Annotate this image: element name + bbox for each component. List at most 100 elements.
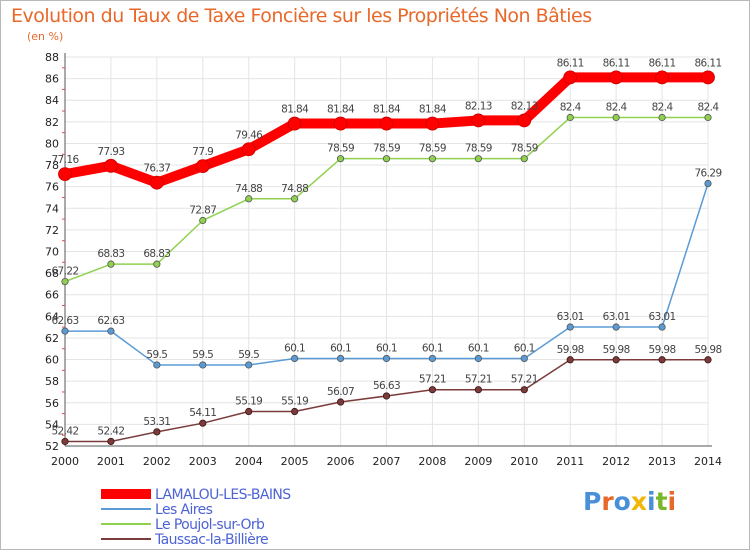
data-point [107, 260, 115, 268]
data-label: 57.21 [419, 374, 446, 386]
series-lines [58, 70, 715, 446]
y-tick-label: 64 [45, 310, 59, 323]
data-label: 76.37 [143, 163, 170, 175]
data-point [241, 142, 256, 157]
data-label: 59.5 [238, 349, 259, 361]
y-tick-label: 54 [45, 418, 59, 431]
data-label: 81.84 [419, 104, 447, 116]
data-label: 57.21 [465, 374, 492, 386]
data-point [336, 155, 345, 163]
data-point [612, 356, 620, 364]
data-point [287, 116, 302, 131]
proxiti-logo: Proxiti [583, 487, 676, 516]
data-point [153, 428, 161, 436]
data-label: 82.4 [560, 102, 582, 114]
data-label: 59.98 [694, 344, 721, 356]
data-label: 59.98 [649, 344, 676, 356]
data-point [655, 70, 669, 85]
data-point [107, 437, 115, 446]
x-tick-label: 2003 [189, 455, 217, 468]
axes: 52 54 56 58 60 62 64 66 68 70 72 74 76 78 80 82 84 86 88 20… [45, 51, 722, 468]
data-point [566, 113, 574, 122]
data-point [428, 386, 437, 394]
data-label: 78.59 [511, 143, 538, 155]
y-tick-label: 80 [45, 137, 59, 150]
y-tick-label: 70 [45, 246, 59, 259]
data-label: 60.1 [514, 342, 535, 354]
data-label: 55.19 [281, 396, 308, 408]
data-label: 63.01 [649, 311, 676, 323]
x-tick-label: 2011 [556, 455, 584, 468]
data-point [382, 392, 391, 400]
data-label: 72.87 [189, 204, 216, 216]
logo-letter: o [613, 487, 631, 516]
data-point [107, 327, 115, 335]
y-tick-label: 68 [45, 267, 59, 280]
data-label: 62.63 [51, 315, 78, 327]
data-label: 52.42 [97, 425, 124, 437]
data-point [149, 175, 164, 190]
y-tick-label: 56 [45, 397, 59, 410]
data-point [471, 113, 486, 128]
y-tick-label: 60 [45, 354, 59, 367]
data-label: 63.01 [603, 311, 630, 323]
data-label: 67.22 [51, 266, 78, 278]
data-label: 60.1 [468, 342, 489, 354]
data-point [612, 323, 620, 331]
legend-label: Les Aires [155, 502, 213, 518]
data-point [245, 195, 253, 203]
y-tick-label: 84 [45, 94, 59, 107]
data-label: 78.59 [373, 143, 400, 155]
data-label: 79.46 [235, 129, 263, 141]
data-label: 59.5 [146, 349, 167, 361]
data-label: 82.4 [652, 102, 674, 114]
logo-letter: i [667, 487, 677, 516]
data-label: 82.4 [698, 102, 720, 114]
data-label: 59.5 [192, 349, 213, 361]
data-label: 59.98 [603, 344, 630, 356]
data-label: 81.84 [373, 104, 401, 116]
data-label: 55.19 [235, 396, 262, 408]
data-point [658, 113, 666, 122]
data-label: 78.59 [327, 143, 354, 155]
data-point [704, 113, 712, 122]
y-tick-label: 82 [45, 116, 59, 129]
data-label: 82.13 [511, 100, 538, 112]
data-label: 53.31 [143, 416, 170, 428]
x-tick-label: 2010 [510, 455, 538, 468]
y-tick-label: 88 [45, 51, 59, 64]
y-tick-label: 72 [45, 224, 59, 237]
data-point [291, 407, 299, 416]
y-tick-label: 76 [45, 181, 59, 194]
data-labels: 77.16 77.93 76.37 77.9 79.46 81.84 81.84 81.84 8… [51, 57, 722, 437]
x-tick-label: 2007 [373, 455, 401, 468]
legend-label: Taussac-la-Billière [154, 532, 268, 548]
x-tick-label: 2004 [235, 455, 263, 468]
data-point [520, 354, 528, 363]
y-tick-label: 74 [45, 202, 59, 215]
y-tick-label: 66 [45, 289, 59, 302]
data-point [428, 155, 437, 163]
data-point [474, 155, 482, 163]
data-point [520, 155, 528, 163]
data-label: 60.1 [376, 342, 397, 354]
logo-letter: P [583, 487, 602, 516]
data-label: 52.42 [51, 425, 78, 437]
data-point [474, 386, 482, 394]
data-label: 60.1 [284, 342, 305, 354]
data-label: 86.11 [603, 57, 630, 69]
data-label: 68.83 [143, 248, 170, 260]
data-label: 60.1 [330, 342, 351, 354]
x-tick-label: 2013 [648, 455, 676, 468]
data-point [199, 419, 207, 427]
x-tick-label: 2000 [51, 455, 79, 468]
data-label: 57.21 [511, 374, 538, 386]
logo-letter: x [630, 487, 647, 516]
data-label: 82.13 [465, 100, 492, 112]
logo-letter: t [655, 487, 668, 516]
y-tick-label: 62 [45, 332, 59, 345]
data-point [382, 155, 391, 163]
data-point [563, 70, 578, 85]
data-label: 81.84 [281, 104, 309, 116]
